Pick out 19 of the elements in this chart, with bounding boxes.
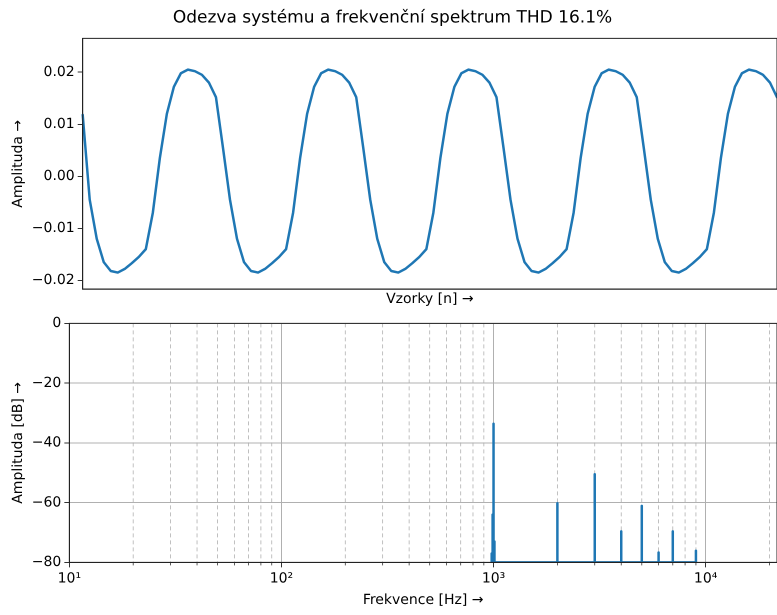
- x-tick-label: 10¹: [58, 570, 82, 586]
- y-tick-label: 0: [52, 315, 62, 332]
- x-tick-label: 10²: [270, 570, 294, 586]
- y-tick-label: −60: [32, 494, 62, 510]
- y-axis-title: Amplituda [dB] →: [10, 382, 26, 504]
- y-tick-label: 0.01: [44, 116, 75, 132]
- chart-title: Odezva systému a frekvenční spektrum THD 16.1%: [172, 8, 612, 28]
- y-tick-label: −80: [32, 554, 62, 570]
- y-tick-label: 0.02: [44, 64, 75, 80]
- y-tick-label: −40: [32, 434, 62, 451]
- x-axis-title: Vzorky [n] →: [386, 291, 474, 308]
- x-tick-label: 10³: [482, 570, 506, 586]
- y-tick-label: −0.02: [32, 272, 75, 288]
- y-tick-label: −20: [32, 374, 62, 391]
- y-axis-title: Amplituda →: [10, 120, 26, 208]
- x-tick-label: 10⁴: [694, 570, 718, 586]
- y-tick-label: −0.01: [32, 220, 75, 236]
- y-tick-label: 0.00: [44, 168, 75, 184]
- x-axis-title: Frekvence [Hz] →: [362, 592, 484, 608]
